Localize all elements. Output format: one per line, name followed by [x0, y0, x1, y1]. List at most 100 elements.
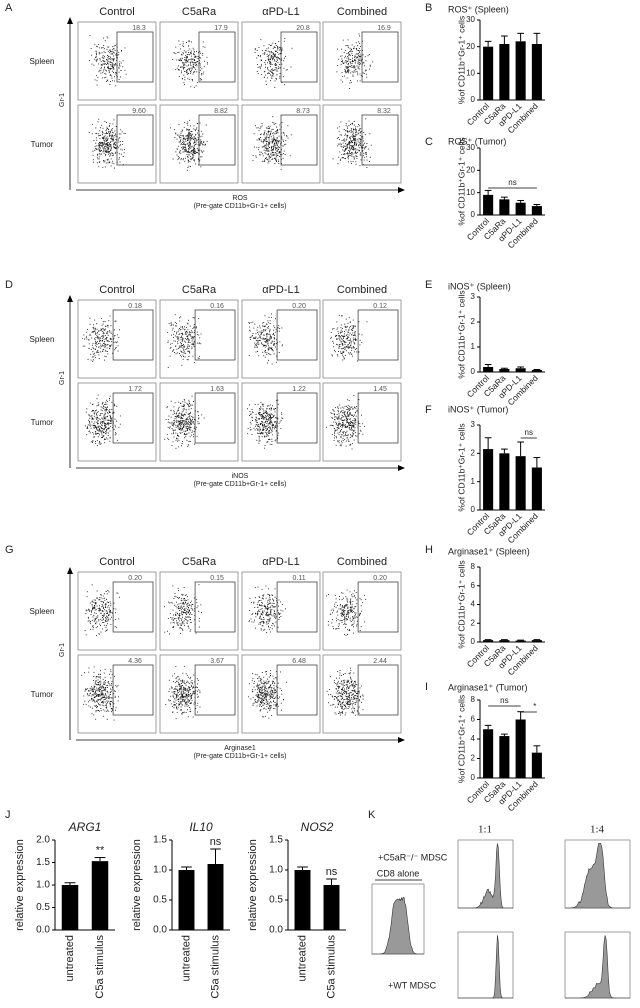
- event-dot: [268, 161, 269, 162]
- event-dot: [92, 422, 93, 423]
- event-dot: [267, 352, 268, 353]
- row-label: Tumor: [31, 418, 54, 427]
- event-dot: [200, 145, 201, 146]
- event-dot: [247, 433, 248, 434]
- event-dot: [348, 416, 349, 417]
- event-dot: [190, 418, 191, 419]
- event-dot: [180, 603, 181, 604]
- event-dot: [183, 328, 184, 329]
- event-dot: [188, 157, 189, 158]
- event-dot: [95, 343, 96, 344]
- event-dot: [354, 157, 355, 158]
- event-dot: [192, 138, 193, 139]
- event-dot: [94, 426, 95, 427]
- event-dot: [178, 622, 179, 623]
- event-dot: [94, 150, 95, 151]
- event-dot: [108, 592, 109, 593]
- event-dot: [349, 54, 350, 55]
- event-dot: [281, 137, 282, 138]
- event-dot: [267, 128, 268, 129]
- event-dot: [192, 131, 193, 132]
- event-dot: [102, 421, 103, 422]
- event-dot: [187, 403, 188, 404]
- event-dot: [112, 124, 113, 125]
- event-dot: [190, 441, 191, 442]
- event-dot: [183, 41, 184, 42]
- event-dot: [179, 613, 180, 614]
- event-dot: [107, 36, 108, 37]
- event-dot: [95, 441, 96, 442]
- event-dot: [352, 140, 353, 141]
- event-dot: [354, 423, 355, 424]
- event-dot: [263, 622, 264, 623]
- event-dot: [183, 136, 184, 137]
- event-dot: [341, 327, 342, 328]
- event-dot: [197, 332, 198, 333]
- event-dot: [183, 146, 184, 147]
- event-dot: [102, 131, 103, 132]
- event-dot: [338, 424, 339, 425]
- event-dot: [197, 82, 198, 83]
- event-dot: [264, 139, 265, 140]
- event-dot: [174, 52, 175, 53]
- event-dot: [105, 404, 106, 405]
- event-dot: [277, 52, 278, 53]
- event-dot: [172, 619, 173, 620]
- event-dot: [116, 55, 117, 56]
- event-dot: [198, 145, 199, 146]
- event-dot: [276, 133, 277, 134]
- event-dot: [288, 138, 289, 139]
- event-dot: [194, 150, 195, 151]
- event-dot: [87, 427, 88, 428]
- event-dot: [355, 338, 356, 339]
- event-dot: [104, 67, 105, 68]
- event-dot: [259, 439, 260, 440]
- event-dot: [175, 325, 176, 326]
- event-dot: [256, 422, 257, 423]
- event-dot: [106, 630, 107, 631]
- event-dot: [359, 399, 360, 400]
- event-dot: [122, 131, 123, 132]
- event-dot: [349, 88, 350, 89]
- event-dot: [358, 133, 359, 134]
- event-dot: [103, 321, 104, 322]
- event-dot: [342, 315, 343, 316]
- event-dot: [190, 137, 191, 138]
- event-dot: [195, 153, 196, 154]
- event-dot: [352, 406, 353, 407]
- event-dot: [260, 424, 261, 425]
- event-dot: [338, 426, 339, 427]
- event-dot: [354, 407, 355, 408]
- event-dot: [351, 421, 352, 422]
- event-dot: [190, 148, 191, 149]
- event-dot: [362, 423, 363, 424]
- event-dot: [99, 415, 100, 416]
- event-dot: [345, 415, 346, 416]
- event-dot: [107, 128, 108, 129]
- event-dot: [349, 441, 350, 442]
- event-dot: [105, 40, 106, 41]
- event-dot: [357, 139, 358, 140]
- event-dot: [250, 411, 251, 412]
- event-dot: [261, 628, 262, 629]
- event-dot: [189, 69, 190, 70]
- event-dot: [258, 344, 259, 345]
- event-dot: [271, 69, 272, 70]
- event-dot: [260, 68, 261, 69]
- event-dot: [111, 148, 112, 149]
- event-dot: [349, 347, 350, 348]
- event-dot: [103, 622, 104, 623]
- event-dot: [200, 166, 201, 167]
- event-dot: [97, 329, 98, 330]
- event-dot: [187, 417, 188, 418]
- event-dot: [347, 71, 348, 72]
- event-dot: [369, 133, 370, 134]
- event-dot: [118, 619, 119, 620]
- event-dot: [262, 608, 263, 609]
- event-dot: [95, 357, 96, 358]
- event-dot: [350, 73, 351, 74]
- event-dot: [348, 158, 349, 159]
- event-dot: [174, 406, 175, 407]
- event-dot: [92, 410, 93, 411]
- event-dot: [86, 332, 87, 333]
